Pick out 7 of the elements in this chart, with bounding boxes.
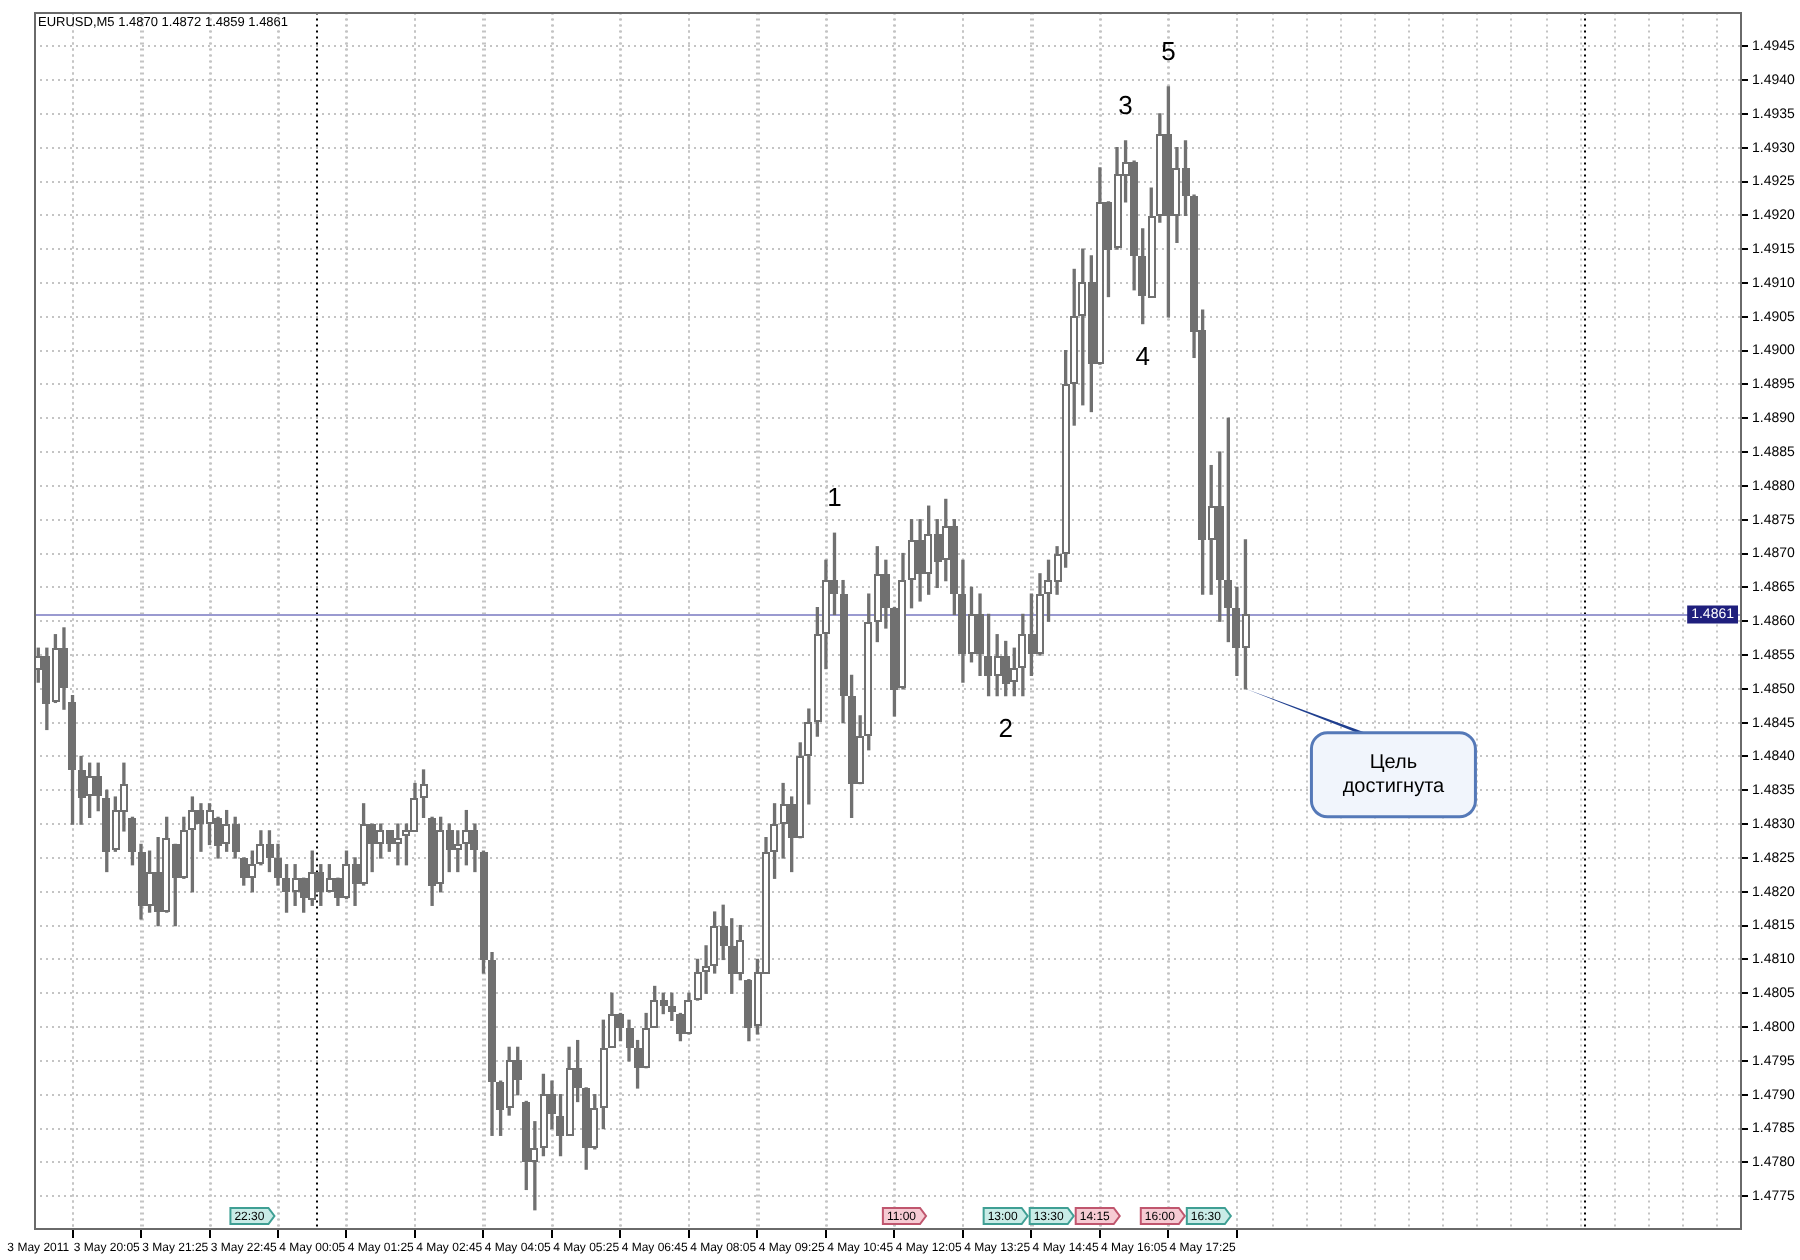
annotation: 3	[1118, 90, 1133, 121]
annotation: Цель достигнута	[1342, 752, 1446, 799]
annotation: 4	[1135, 340, 1150, 371]
candlestick	[394, 823, 402, 866]
annotation: 5	[1161, 35, 1176, 66]
annotation: 1	[827, 482, 842, 513]
annotation: 2	[998, 712, 1013, 743]
